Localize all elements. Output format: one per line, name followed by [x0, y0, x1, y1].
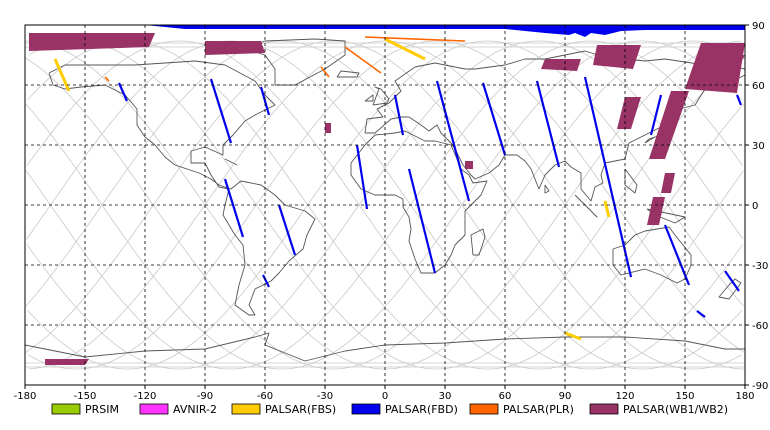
- lon-tick-label: 60: [499, 391, 512, 402]
- lon-tick-label: -180: [14, 391, 37, 402]
- plr-strip: [320, 66, 330, 78]
- land-outline: [574, 194, 598, 218]
- wb-swath: [593, 45, 641, 69]
- land-outline: [48, 60, 316, 316]
- graticule-grid: [25, 25, 745, 385]
- lon-tick-label: 90: [559, 391, 572, 402]
- fbd-strip: [393, 94, 405, 136]
- legend: PRSIM AVNIR-2 PALSAR(FBS) PALSAR(FBD) PALSAR…: [51, 403, 728, 416]
- fbd-strip: [535, 80, 561, 168]
- fbd-strip: [277, 204, 297, 256]
- lon-tick-label: 180: [735, 391, 754, 402]
- lon-tick-label: 150: [675, 391, 694, 402]
- legend-label: PALSAR(WB1/WB2): [623, 403, 728, 416]
- lat-tick-label: -30: [752, 261, 768, 272]
- fbd-strip: [735, 94, 743, 106]
- lon-tick-label: -150: [74, 391, 97, 402]
- wb-swath: [715, 55, 745, 81]
- wb-swath: [325, 123, 331, 133]
- land-outline: [624, 168, 638, 194]
- legend-swatch: [351, 403, 381, 415]
- land-outline: [470, 228, 486, 256]
- orbit-track: [281, 40, 642, 370]
- land-outlines: [25, 38, 745, 362]
- fbd-strip: [481, 82, 507, 156]
- lon-tick-label: 30: [439, 391, 452, 402]
- fbd-strip: [209, 78, 233, 144]
- legend-label: PALSAR(PLR): [503, 403, 574, 416]
- orbit-track: [26, 40, 744, 370]
- lat-tick-label: -90: [752, 381, 768, 392]
- fbd-strip: [407, 168, 437, 274]
- legend-label: PALSAR(FBS): [265, 403, 336, 416]
- wb-swath: [649, 91, 689, 159]
- fbd-polar-coverage: [145, 25, 745, 37]
- land-outline: [372, 86, 390, 106]
- lat-tick-label: 60: [752, 81, 765, 92]
- legend-swatch: [231, 403, 261, 415]
- wb-swath: [45, 359, 89, 365]
- fbd-strip: [696, 310, 706, 318]
- fbd-strip: [223, 178, 245, 238]
- fbd-strip: [262, 274, 270, 288]
- lat-tick-label: 0: [752, 201, 758, 212]
- land-outline: [25, 332, 745, 362]
- legend-label: AVNIR-2: [173, 403, 217, 416]
- fbd-strip: [663, 224, 691, 286]
- land-outline: [336, 70, 360, 78]
- legend-swatch: [589, 403, 619, 415]
- coverage-swaths: [29, 25, 745, 365]
- legend-swatch: [51, 403, 81, 415]
- lon-tick-label: -30: [317, 391, 333, 402]
- lat-tick-label: -60: [752, 321, 768, 332]
- wb-swath: [617, 97, 641, 129]
- fbs-strip: [53, 58, 71, 92]
- fbd-strip: [724, 270, 740, 292]
- lat-tick-label: 30: [752, 141, 765, 152]
- legend-swatch: [139, 403, 169, 415]
- wb-swath: [29, 33, 155, 51]
- land-outline: [350, 130, 488, 274]
- plr-strip: [344, 46, 382, 74]
- land-outline: [718, 278, 742, 300]
- wb-swath: [541, 59, 581, 71]
- lon-tick-label: -90: [197, 391, 213, 402]
- fbd-strip: [117, 82, 129, 102]
- fbd-strip: [355, 144, 369, 210]
- wb-swath: [661, 173, 675, 193]
- fbd-strip: [583, 76, 633, 278]
- orbit-track: [25, 40, 742, 370]
- orbit-track: [26, 40, 744, 370]
- lon-tick-label: 0: [382, 391, 388, 402]
- fbd-strip: [649, 94, 663, 136]
- land-outline: [224, 158, 238, 166]
- fbs-strip: [564, 331, 582, 341]
- wb-swath: [465, 161, 473, 169]
- lon-tick-label: 120: [615, 391, 634, 402]
- legend-swatch: [469, 403, 499, 415]
- land-outline: [544, 184, 550, 194]
- fbd-strip: [435, 80, 471, 202]
- wb-swath: [205, 41, 265, 55]
- orbit-track: [384, 40, 742, 370]
- fbs-strip: [603, 200, 611, 218]
- land-outline: [612, 226, 692, 284]
- land-outline: [244, 38, 346, 86]
- longitude-tick-labels: -180 -150 -120 -90 -60 -30 0 30 60 90 120 150 180: [14, 385, 755, 402]
- land-outline: [364, 94, 374, 102]
- latitude-tick-labels: 90 60 30 0 -30 -60 -90: [745, 21, 768, 392]
- lon-tick-label: -60: [257, 391, 273, 402]
- plr-strip: [364, 36, 466, 42]
- lon-tick-label: -120: [134, 391, 157, 402]
- fbd-strip: [259, 86, 271, 116]
- lat-tick-label: 90: [752, 21, 765, 32]
- wb-swath: [647, 197, 665, 225]
- orbit-track: [178, 40, 540, 370]
- fbs-strip: [384, 37, 426, 61]
- plr-strip: [104, 76, 110, 82]
- legend-label: PRSIM: [85, 403, 119, 416]
- legend-label: PALSAR(FBD): [385, 403, 458, 416]
- orbit-track: [76, 40, 437, 370]
